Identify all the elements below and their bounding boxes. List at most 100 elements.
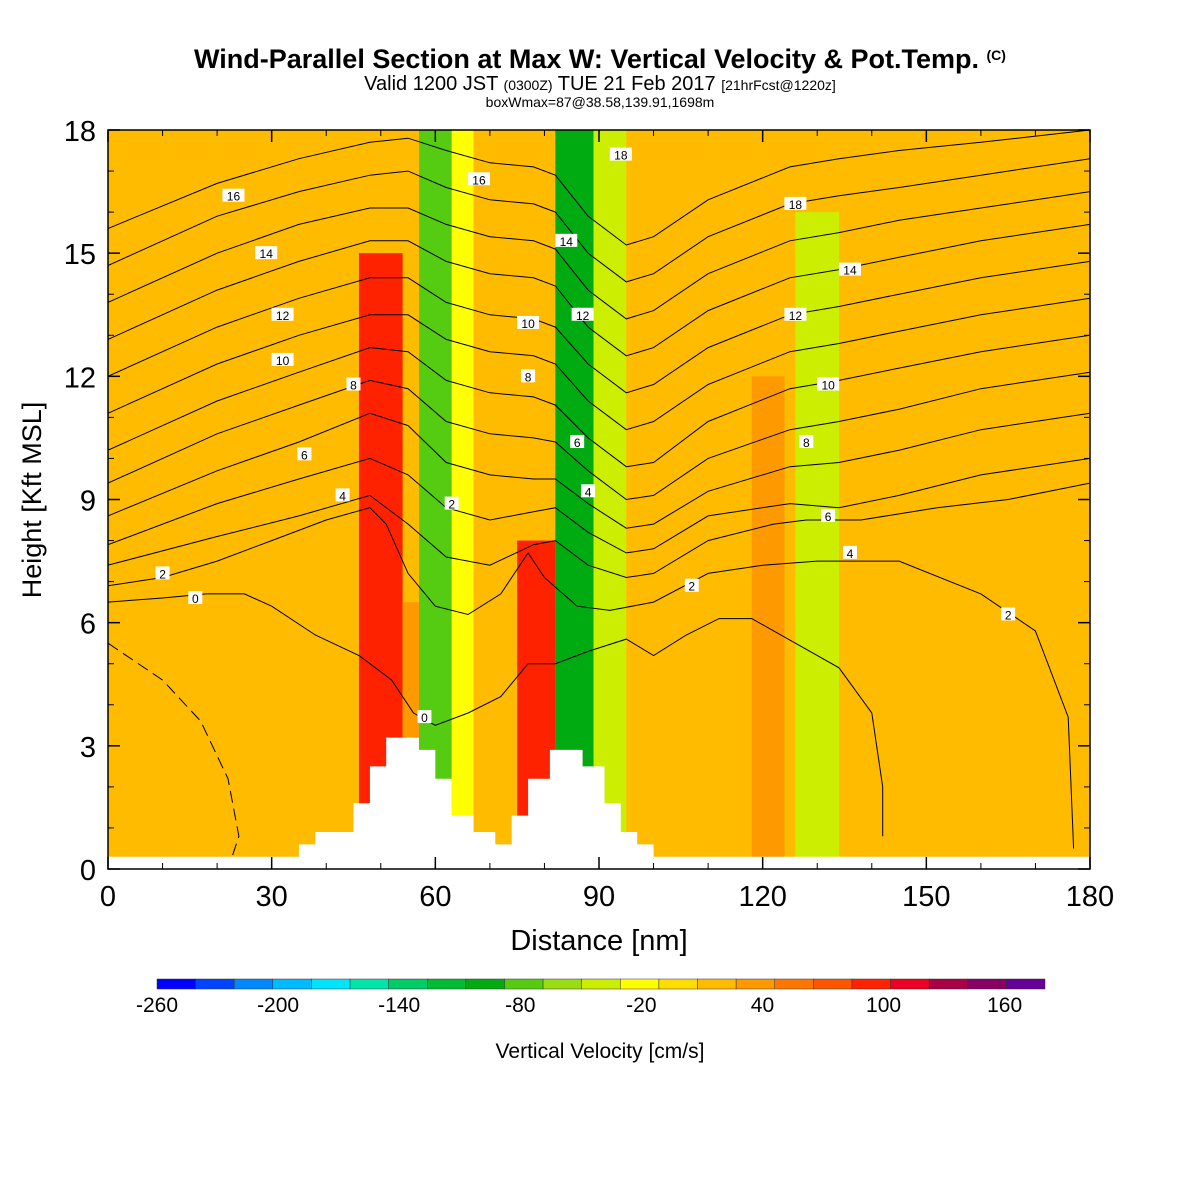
contour-label-21: 14 bbox=[843, 264, 857, 278]
contour-label-box-18 bbox=[609, 147, 632, 161]
colorbar-swatch-4 bbox=[311, 978, 351, 990]
theta-contour-24 bbox=[108, 130, 1090, 246]
contour-label-10: 2 bbox=[448, 498, 455, 512]
colorbar-tick-label-1: -200 bbox=[257, 994, 299, 1017]
contour-label-box-11 bbox=[521, 369, 536, 383]
y-tick-label-0: 0 bbox=[80, 855, 96, 887]
theta-contour-2 bbox=[108, 507, 1075, 849]
contour-label-box-7 bbox=[271, 307, 294, 321]
contour-label-0: 0 bbox=[192, 592, 199, 606]
colorbar-swatch-22 bbox=[1006, 978, 1046, 990]
valid-date: TUE 21 Feb 2017 bbox=[557, 73, 716, 95]
copyright-mark: (C) bbox=[986, 47, 1006, 63]
colorbar-swatch-13 bbox=[658, 978, 698, 990]
colorbar-tick-label-3: -80 bbox=[505, 994, 535, 1017]
contour-label-12: 10 bbox=[521, 317, 535, 331]
contour-label-box-1 bbox=[155, 566, 170, 580]
contour-label-box-6 bbox=[271, 352, 294, 366]
contour-label-box-8 bbox=[255, 246, 278, 260]
y-tick-label-15: 15 bbox=[64, 239, 96, 271]
colorbar-swatch-18 bbox=[851, 978, 891, 990]
contour-label-box-25 bbox=[821, 508, 836, 522]
contour-label-box-21 bbox=[838, 262, 861, 276]
box-info: boxWmax=87@38.58,139.91,1698m bbox=[485, 94, 715, 110]
colorbar-swatch-2 bbox=[233, 978, 274, 990]
colorbar-tick-label-7: 160 bbox=[987, 994, 1022, 1017]
chart-title-text: Wind-Parallel Section at Max W: Vertical… bbox=[194, 44, 979, 74]
contour-label-26: 4 bbox=[847, 547, 854, 561]
contour-label-6: 10 bbox=[276, 354, 290, 368]
velocity-band-3 bbox=[451, 130, 474, 869]
colorbar-tick-label-0: -260 bbox=[136, 994, 178, 1017]
contour-label-1: 2 bbox=[159, 567, 166, 581]
contour-label-box-22 bbox=[784, 307, 807, 321]
contour-label-box-12 bbox=[517, 315, 540, 329]
contour-labels: 0 2 0 4 6 8 10 12 14 16 2 8 10 16 14 12 6 4 18 2 18 14 12 10 8 6 4… bbox=[155, 147, 1016, 725]
y-axis-label: Height [Kft MSL] bbox=[17, 402, 47, 599]
colorbar-swatch-19 bbox=[890, 978, 930, 990]
valid-utc: (0300Z) bbox=[503, 77, 553, 93]
contour-label-20: 18 bbox=[789, 198, 803, 212]
x-tick-label-180: 180 bbox=[1066, 881, 1114, 913]
contour-label-box-16 bbox=[570, 435, 585, 449]
contour-label-box-3 bbox=[335, 488, 350, 502]
contour-label-3: 4 bbox=[339, 489, 346, 503]
terrain-layer bbox=[108, 737, 1090, 869]
contour-label-16: 6 bbox=[574, 436, 581, 450]
contour-label-box-15 bbox=[571, 307, 594, 321]
colorbar-swatch-1 bbox=[195, 978, 235, 990]
contour-label-box-20 bbox=[784, 196, 807, 210]
contour-label-23: 10 bbox=[821, 379, 835, 393]
theta-contour-16 bbox=[108, 260, 1090, 394]
contour-label-box-17 bbox=[581, 484, 596, 498]
contour-label-2: 0 bbox=[421, 711, 428, 725]
colorbar-swatch-3 bbox=[272, 978, 312, 990]
velocity-band-5 bbox=[555, 130, 594, 869]
contour-label-box-27 bbox=[1001, 607, 1016, 621]
theta-contour-22 bbox=[108, 158, 1090, 283]
contour-label-7: 12 bbox=[276, 309, 290, 323]
theta-contour-0 bbox=[108, 593, 884, 837]
contour-label-11: 8 bbox=[525, 370, 532, 384]
contour-label-18: 18 bbox=[614, 149, 628, 163]
colorbar-swatch-0 bbox=[156, 978, 196, 990]
contour-label-24: 8 bbox=[803, 436, 810, 450]
x-tick-label-150: 150 bbox=[902, 881, 950, 913]
colorbar-swatch-21 bbox=[967, 978, 1007, 990]
valid-prefix: Valid 1200 JST bbox=[364, 73, 498, 95]
theta-contour-12 bbox=[108, 334, 1090, 468]
contour-label-17: 4 bbox=[585, 485, 592, 499]
colorbar-swatch-7 bbox=[427, 978, 467, 990]
colorbar-swatch-12 bbox=[620, 978, 660, 990]
colorbar: -260 -200 -140 -80 -20 40 100 160 bbox=[136, 978, 1046, 1017]
x-tick-label-30: 30 bbox=[256, 881, 288, 913]
y-tick-label-9: 9 bbox=[80, 486, 96, 518]
theta-contour-14 bbox=[108, 297, 1090, 431]
x-tick-label-120: 120 bbox=[738, 881, 786, 913]
colorbar-swatch-5 bbox=[349, 978, 389, 990]
theta-contour-4 bbox=[108, 482, 1090, 579]
terrain bbox=[108, 737, 1090, 869]
velocity-band-6 bbox=[593, 130, 627, 869]
x-tick-label-0: 0 bbox=[100, 881, 116, 913]
contour-label-box-10 bbox=[444, 496, 459, 510]
contour-label-4: 6 bbox=[301, 448, 308, 462]
contour-label-box-14 bbox=[555, 233, 578, 247]
theta-contour--2 bbox=[108, 642, 240, 869]
y-tick-label-3: 3 bbox=[80, 732, 96, 764]
x-tick-label-60: 60 bbox=[419, 881, 451, 913]
contour-label-box-5 bbox=[346, 377, 361, 391]
contour-label-13: 16 bbox=[472, 173, 486, 187]
x-axis-label: Distance [nm] bbox=[510, 925, 687, 957]
contour-label-box-13 bbox=[467, 172, 490, 186]
contour-label-19: 2 bbox=[688, 580, 695, 594]
contour-label-box-2 bbox=[417, 710, 432, 724]
theta-contour-8 bbox=[108, 412, 1090, 529]
valid-time-line: Valid 1200 JST (0300Z) TUE 21 Feb 2017 [… bbox=[0, 74, 1200, 95]
colorbar-swatch-16 bbox=[774, 978, 814, 990]
contour-label-14: 14 bbox=[560, 235, 574, 249]
contour-label-box-4 bbox=[297, 447, 312, 461]
colorbar-swatch-10 bbox=[542, 978, 582, 990]
